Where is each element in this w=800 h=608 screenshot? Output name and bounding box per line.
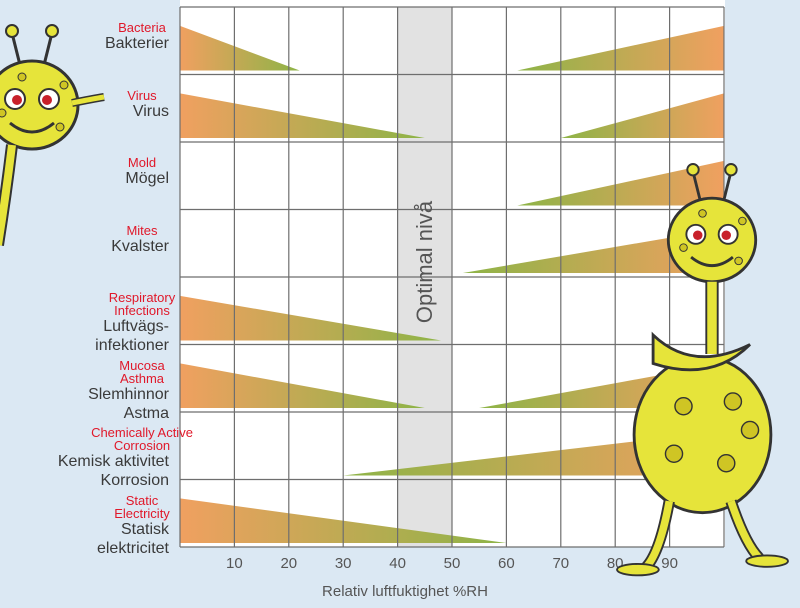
row-label-english-line: Bacteria xyxy=(118,20,166,35)
spot xyxy=(698,209,707,218)
row-label-swedish-line: Slemhinnor xyxy=(88,385,169,403)
spot xyxy=(740,420,760,440)
spot xyxy=(738,216,747,226)
creature-head xyxy=(666,196,758,284)
row-label-english: Respiratory Infections xyxy=(74,291,210,317)
antenna-tip xyxy=(5,24,19,38)
high-humidity-wedge xyxy=(462,228,724,273)
crossed-arms xyxy=(651,331,752,372)
row-label-english-line: Mucosa xyxy=(119,357,165,373)
row-label-english-line: Mites xyxy=(126,222,158,238)
x-axis-label: Relativ luftfuktighet %RH xyxy=(322,583,488,600)
bottom-panel xyxy=(0,547,800,608)
antenna xyxy=(10,32,22,66)
row-label-english-line: Static xyxy=(125,492,159,508)
spot xyxy=(723,392,743,411)
left-creature xyxy=(0,24,105,246)
x-tick-label: 20 xyxy=(280,555,297,572)
high-humidity-wedge xyxy=(517,25,724,71)
x-tick-label: 60 xyxy=(498,555,515,572)
x-tick-label: 40 xyxy=(389,555,406,572)
row-label-english-line: Corrosion xyxy=(113,438,171,453)
row-label-english: Chemically Active Corrosion xyxy=(74,426,210,452)
low-humidity-wedge xyxy=(180,25,300,71)
spot xyxy=(59,80,69,90)
row-label-swedish-line: Luftvägs- xyxy=(103,318,169,335)
row-label-swedish-line: Bakterier xyxy=(104,35,169,52)
row-label-swedish-line: Mögel xyxy=(125,170,169,187)
grin xyxy=(690,255,734,268)
x-tick-label: 50 xyxy=(444,555,461,572)
spot xyxy=(17,72,27,82)
row-label-english: Mold xyxy=(74,156,210,169)
row-label-swedish-line: Kemisk aktivitet xyxy=(57,453,169,470)
row-label-english: Mucosa Asthma xyxy=(74,359,210,385)
spot xyxy=(55,122,65,132)
row-label-swedish: Luftvägs-infektioner xyxy=(95,317,169,355)
spot xyxy=(716,453,736,473)
high-humidity-wedge xyxy=(343,430,724,476)
spot xyxy=(674,396,693,416)
row-label-english-line: Electricity xyxy=(114,505,170,521)
spot xyxy=(664,444,684,464)
row-label-english-line: Respiratory xyxy=(108,290,176,305)
row-label-swedish-line: Virus xyxy=(132,102,169,120)
row-label-english-line: Chemically Active xyxy=(91,425,193,440)
row-label-swedish: Kemisk aktivitet Korrosion xyxy=(58,452,169,490)
row-label-swedish: Bakterier xyxy=(105,34,169,53)
row-label-english-line: Infections xyxy=(114,303,170,318)
antenna-tip xyxy=(45,24,59,38)
low-humidity-wedge xyxy=(180,295,442,341)
right-creature xyxy=(616,163,789,577)
creature-arm xyxy=(71,94,105,106)
antenna xyxy=(691,171,702,203)
x-tick-label: 70 xyxy=(552,555,569,572)
row-label-swedish-line: Astma xyxy=(123,404,169,422)
optimal-band-label: Optimal nivå xyxy=(412,200,437,323)
creature-foot xyxy=(616,563,660,577)
row-label-swedish: Slemhinnor Astma xyxy=(88,385,169,423)
antenna-tip xyxy=(724,163,738,177)
row-label-swedish-line: Korrosion xyxy=(100,472,169,489)
row-label-english-line: Asthma xyxy=(119,370,165,386)
pupil xyxy=(12,95,22,105)
row-label-swedish: Virus xyxy=(133,102,169,121)
low-humidity-wedge xyxy=(180,93,425,138)
row-label-swedish: Statisk elektricitet xyxy=(97,520,169,558)
x-tick-label: 90 xyxy=(661,555,678,572)
high-humidity-wedge xyxy=(560,93,724,138)
row-label-swedish-line: elektricitet xyxy=(96,539,169,557)
pupil xyxy=(693,230,703,240)
row-label-swedish: Kvalster xyxy=(111,237,169,256)
pupil xyxy=(42,95,52,105)
row-label-english-line: Virus xyxy=(127,87,157,103)
row-label-swedish: Mögel xyxy=(125,169,169,188)
row-label-english: Static Electricity xyxy=(74,494,210,520)
x-tick-label: 30 xyxy=(335,555,352,572)
antenna xyxy=(722,171,733,203)
antenna-tip xyxy=(686,163,700,177)
row-label-english: Mites xyxy=(74,224,210,237)
grin xyxy=(9,121,55,134)
row-label-english: Bacteria xyxy=(74,21,210,34)
pupil xyxy=(721,230,731,240)
low-humidity-wedge xyxy=(180,363,425,408)
spot xyxy=(734,256,743,266)
antenna xyxy=(42,32,54,66)
spot xyxy=(679,243,688,252)
row-label-english: Virus xyxy=(74,89,210,102)
x-tick-label: 10 xyxy=(226,555,243,572)
row-label-swedish-line: Kvalster xyxy=(111,237,169,255)
creature-neck xyxy=(0,144,16,246)
row-label-swedish-line: infektioner xyxy=(95,337,169,354)
high-humidity-wedge xyxy=(517,160,724,206)
spot xyxy=(0,108,7,118)
row-label-english-line: Mold xyxy=(127,155,157,170)
creature-foot xyxy=(745,554,789,568)
row-label-swedish-line: Statisk xyxy=(120,520,169,538)
